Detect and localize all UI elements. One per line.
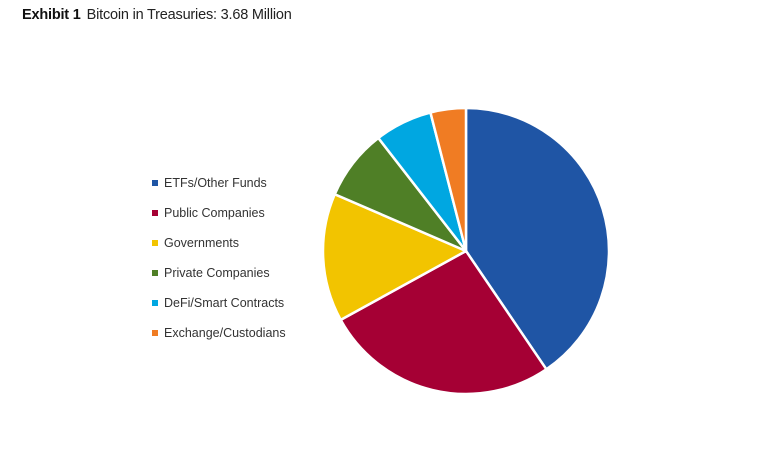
legend-swatch [152, 330, 158, 336]
pie-slice-exchange-custodians [429, 106, 468, 253]
legend-item: Exchange/Custodians [152, 318, 286, 348]
chart-legend: ETFs/Other Funds Public Companies Govern… [152, 168, 286, 348]
legend-label: Public Companies [164, 206, 265, 220]
legend-item: ETFs/Other Funds [152, 168, 286, 198]
legend-label: ETFs/Other Funds [164, 176, 267, 190]
legend-label: Private Companies [164, 266, 270, 280]
legend-swatch [152, 270, 158, 276]
legend-swatch [152, 240, 158, 246]
legend-label: Exchange/Custodians [164, 326, 286, 340]
chart-title-text: Bitcoin in Treasuries: 3.68 Million [86, 7, 292, 23]
legend-label: DeFi/Smart Contracts [164, 296, 285, 310]
legend-item: DeFi/Smart Contracts [152, 288, 286, 318]
legend-item: Governments [152, 228, 286, 258]
legend-item: Public Companies [152, 198, 286, 228]
pie-slice-etfs-other-funds [464, 106, 611, 371]
legend-item: Private Companies [152, 258, 286, 288]
legend-swatch [152, 300, 158, 306]
pie-slice-public-companies [339, 249, 548, 396]
exhibit-label: Exhibit 1 [22, 7, 81, 23]
legend-label: Governments [164, 236, 240, 250]
pie-slice-governments [321, 192, 468, 322]
legend-swatch [152, 180, 158, 186]
legend-swatch [152, 210, 158, 216]
chart-title: Exhibit 1 Bitcoin in Treasuries: 3.68 Mil… [22, 7, 292, 23]
